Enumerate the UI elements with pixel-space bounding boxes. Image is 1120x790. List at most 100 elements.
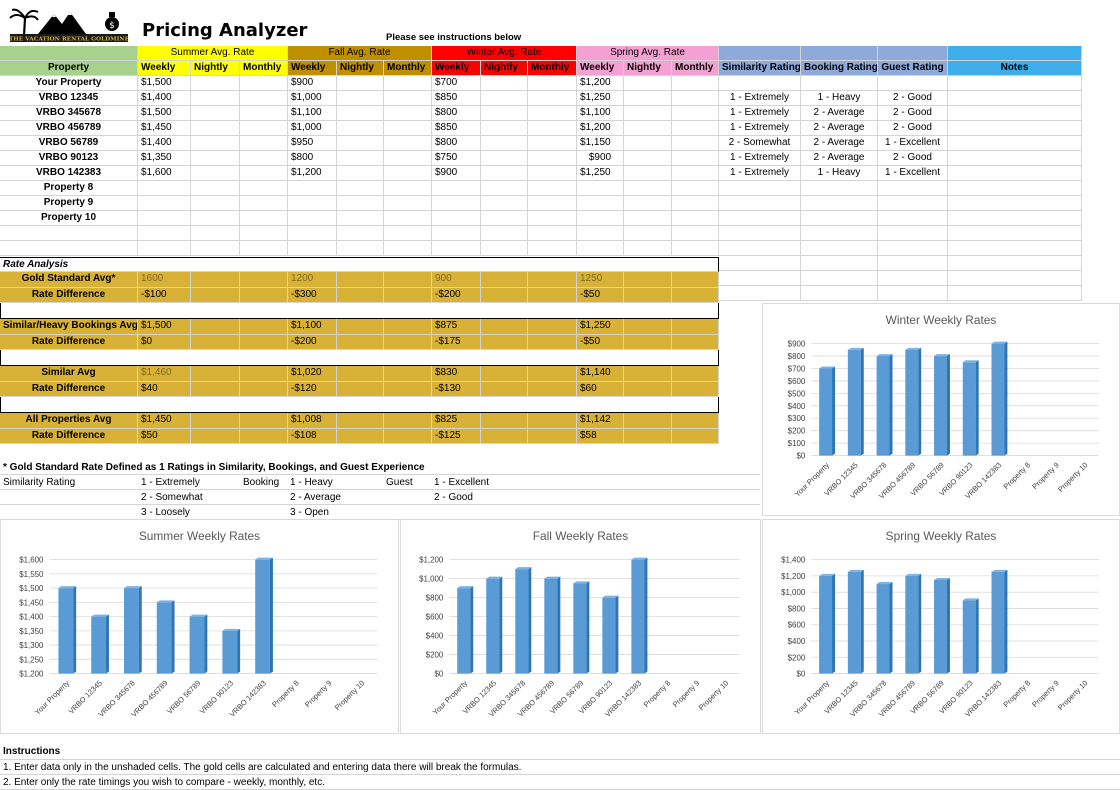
monthly-rate-winter[interactable] [528, 136, 577, 151]
booking-rating[interactable] [801, 181, 878, 196]
blank-cell[interactable] [719, 286, 801, 301]
weekly-rate-winter[interactable]: $800 [432, 106, 481, 121]
monthly-rate-fall[interactable] [384, 196, 432, 211]
nightly-rate-winter[interactable] [481, 181, 528, 196]
analysis-avg-value[interactable]: $875 [432, 319, 481, 335]
weekly-rate-winter[interactable] [432, 211, 481, 226]
header-blank[interactable] [0, 46, 138, 61]
analysis-avg-value[interactable]: $1,020 [288, 366, 337, 382]
nightly-rate-spring[interactable] [624, 166, 672, 181]
weekly-rate-spring[interactable]: $1,100 [577, 106, 624, 121]
monthly-rate-spring[interactable] [672, 121, 719, 136]
monthly-rate-fall[interactable] [384, 151, 432, 166]
gold-cell[interactable] [191, 288, 240, 303]
similarity-rating[interactable]: 1 - Extremely [719, 91, 801, 106]
nightly-rate-winter[interactable] [481, 196, 528, 211]
guest-rating[interactable] [878, 181, 948, 196]
gold-cell[interactable] [672, 382, 719, 397]
gold-cell[interactable] [337, 319, 384, 335]
gold-cell[interactable] [384, 335, 432, 350]
gold-cell[interactable] [624, 319, 672, 335]
monthly-rate-winter[interactable] [528, 211, 577, 226]
weekly-rate-spring[interactable]: $1,200 [577, 121, 624, 136]
blank-cell[interactable] [337, 226, 384, 241]
booking-rating[interactable] [801, 211, 878, 226]
nightly-rate-summer[interactable] [191, 211, 240, 226]
blank-cell[interactable] [948, 271, 1082, 286]
header-group-1[interactable]: Fall Avg. Rate [288, 46, 432, 61]
monthly-rate-fall[interactable] [384, 181, 432, 196]
nightly-rate-winter[interactable] [481, 76, 528, 91]
nightly-rate-fall[interactable] [337, 211, 384, 226]
nightly-rate-summer[interactable] [191, 151, 240, 166]
weekly-rate-summer[interactable] [138, 181, 191, 196]
chart-winter-weekly-rates[interactable]: Winter Weekly Rates $0 $100 $200 $300 $400 $50… [762, 303, 1120, 516]
blank-cell[interactable] [672, 226, 719, 241]
weekly-rate-spring[interactable]: $1,150 [577, 136, 624, 151]
weekly-rate-spring[interactable]: $900 [577, 151, 624, 166]
gold-cell[interactable] [337, 382, 384, 397]
header-blank-notes[interactable] [948, 46, 1082, 61]
monthly-rate-fall[interactable] [384, 91, 432, 106]
nightly-rate-fall[interactable] [337, 136, 384, 151]
blank-cell[interactable] [240, 226, 288, 241]
analysis-diff-label[interactable]: Rate Difference [0, 429, 138, 444]
notes-cell[interactable] [948, 166, 1082, 181]
guest-rating[interactable]: 2 - Good [878, 91, 948, 106]
gold-cell[interactable] [240, 429, 288, 444]
gold-cell[interactable] [191, 382, 240, 397]
analysis-avg-value[interactable]: $830 [432, 366, 481, 382]
analysis-diff-value[interactable]: -$108 [288, 429, 337, 444]
weekly-rate-fall[interactable] [288, 181, 337, 196]
blank-cell[interactable] [384, 241, 432, 256]
weekly-rate-winter[interactable]: $900 [432, 166, 481, 181]
property-name[interactable]: Property 10 [0, 211, 138, 226]
gold-cell[interactable] [624, 335, 672, 350]
nightly-rate-fall[interactable] [337, 76, 384, 91]
gold-cell[interactable] [384, 288, 432, 303]
property-name[interactable]: Property 9 [0, 196, 138, 211]
analysis-avg-value[interactable]: $1,450 [138, 413, 191, 429]
monthly-rate-summer[interactable] [240, 121, 288, 136]
gold-cell[interactable] [672, 429, 719, 444]
monthly-rate-winter[interactable] [528, 121, 577, 136]
blank-cell[interactable] [0, 226, 138, 241]
nightly-rate-spring[interactable] [624, 136, 672, 151]
gold-cell[interactable] [481, 335, 528, 350]
blank-cell[interactable] [288, 226, 337, 241]
blank-cell[interactable] [878, 241, 948, 256]
monthly-rate-fall[interactable] [384, 166, 432, 181]
nightly-rate-summer[interactable] [191, 91, 240, 106]
gold-cell[interactable] [481, 382, 528, 397]
nightly-rate-fall[interactable] [337, 166, 384, 181]
weekly-rate-fall[interactable] [288, 196, 337, 211]
property-name[interactable]: VRBO 12345 [0, 91, 138, 106]
analysis-avg-value[interactable]: 900 [432, 272, 481, 288]
guest-rating[interactable]: 2 - Good [878, 106, 948, 121]
gold-cell[interactable] [481, 366, 528, 382]
gold-cell[interactable] [240, 272, 288, 288]
weekly-rate-winter[interactable]: $750 [432, 151, 481, 166]
monthly-rate-summer[interactable] [240, 181, 288, 196]
gold-cell[interactable] [191, 429, 240, 444]
gold-cell[interactable] [384, 429, 432, 444]
analysis-diff-value[interactable]: -$50 [577, 335, 624, 350]
analysis-diff-value[interactable]: $60 [577, 382, 624, 397]
gold-cell[interactable] [481, 413, 528, 429]
nightly-rate-winter[interactable] [481, 166, 528, 181]
nightly-rate-summer[interactable] [191, 196, 240, 211]
monthly-rate-summer[interactable] [240, 136, 288, 151]
nightly-rate-winter[interactable] [481, 136, 528, 151]
weekly-rate-spring[interactable]: $1,250 [577, 166, 624, 181]
blank-cell[interactable] [624, 226, 672, 241]
booking-rating[interactable]: 2 - Average [801, 136, 878, 151]
blank-cell[interactable] [801, 226, 878, 241]
analysis-diff-label[interactable]: Rate Difference [0, 288, 138, 303]
nightly-rate-fall[interactable] [337, 181, 384, 196]
gold-cell[interactable] [337, 272, 384, 288]
analysis-diff-value[interactable]: -$200 [432, 288, 481, 303]
monthly-rate-summer[interactable] [240, 166, 288, 181]
nightly-rate-summer[interactable] [191, 181, 240, 196]
blank-cell[interactable] [801, 286, 878, 301]
similarity-rating[interactable]: 1 - Extremely [719, 151, 801, 166]
